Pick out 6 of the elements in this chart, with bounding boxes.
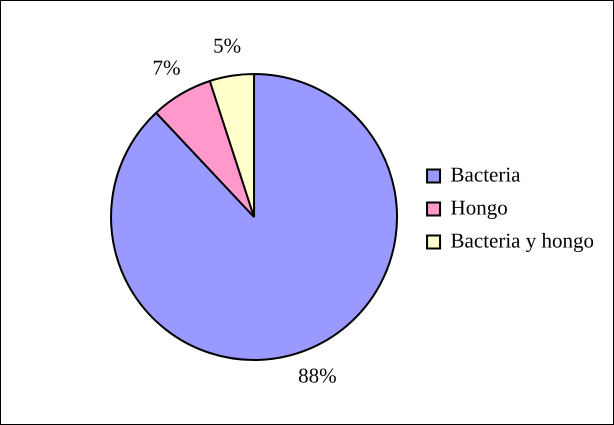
data-label: 5% — [213, 34, 242, 58]
legend-label: Bacteria — [450, 162, 522, 187]
legend-label: Bacteria y hongo — [450, 228, 594, 253]
data-label: 88% — [298, 363, 337, 388]
data-label: 7% — [152, 55, 180, 80]
legend-label: Hongo — [450, 196, 508, 220]
